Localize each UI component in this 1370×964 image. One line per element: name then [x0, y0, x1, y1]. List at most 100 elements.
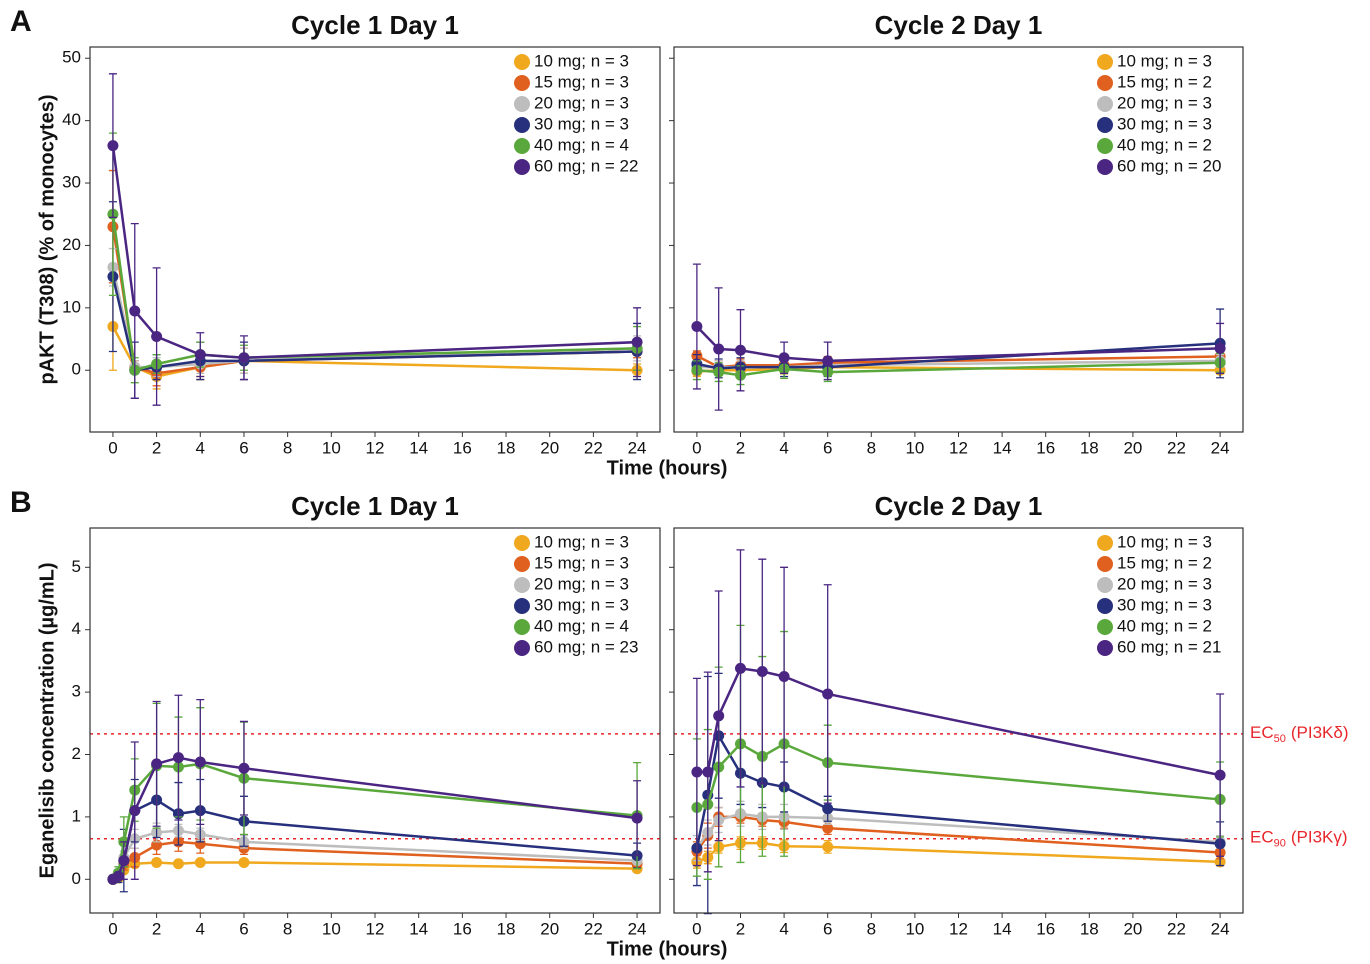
- data-point: [702, 766, 714, 778]
- x-tick-label: 24: [1211, 919, 1230, 938]
- x-tick-label: 8: [867, 438, 876, 457]
- legend-label: 15 mg; n = 2: [1117, 553, 1212, 572]
- data-point: [151, 758, 163, 770]
- data-point: [713, 343, 725, 355]
- legend-marker: [1097, 598, 1113, 614]
- legend-marker: [514, 96, 530, 112]
- data-point: [129, 805, 141, 817]
- legend-marker: [1097, 619, 1113, 635]
- legend-label: 20 mg; n = 3: [534, 93, 629, 112]
- x-tick-label: 4: [779, 438, 788, 457]
- legend-marker: [1097, 75, 1113, 91]
- legend-label: 40 mg; n = 4: [534, 135, 629, 154]
- series-line: [112, 861, 638, 881]
- legend-label: 15 mg; n = 2: [1117, 72, 1212, 91]
- legend-marker: [514, 117, 530, 133]
- plot-frame: [89, 46, 661, 433]
- x-tick-label: 16: [1036, 438, 1055, 457]
- y-tick-label: 10: [62, 297, 81, 316]
- legend-label: 30 mg; n = 3: [1117, 114, 1212, 133]
- legend-marker: [514, 535, 530, 551]
- data-point: [713, 710, 725, 722]
- legend-marker: [514, 159, 530, 175]
- x-tick-label: 20: [1123, 438, 1142, 457]
- data-point: [778, 352, 790, 364]
- x-axis-label: Time (hours): [607, 457, 728, 479]
- x-tick-label: 8: [867, 919, 876, 938]
- series-line: [696, 742, 1221, 809]
- data-point: [151, 331, 163, 343]
- x-axis-label: Time (hours): [607, 938, 728, 960]
- x-tick-label: 10: [322, 919, 341, 938]
- series-line: [696, 841, 1221, 864]
- legend-marker: [514, 75, 530, 91]
- legend-label: 30 mg; n = 3: [534, 114, 629, 133]
- y-tick-label: 0: [72, 360, 81, 379]
- x-tick-label: 10: [905, 919, 924, 938]
- legend-label: 10 mg; n = 3: [534, 532, 629, 551]
- legend-marker: [1097, 138, 1113, 154]
- series-line: [111, 145, 638, 359]
- x-tick-label: 20: [1123, 919, 1142, 938]
- legend-marker: [1097, 54, 1113, 70]
- legend-label: 30 mg; n = 3: [1117, 595, 1212, 614]
- data-point: [691, 321, 703, 333]
- x-tick-label: 18: [497, 919, 516, 938]
- data-point: [822, 355, 834, 367]
- y-tick-label: 3: [72, 682, 81, 701]
- x-tick-label: 24: [628, 919, 647, 938]
- x-tick-label: 24: [1211, 438, 1230, 457]
- legend-label: 60 mg; n = 20: [1117, 156, 1221, 175]
- legend-label: 60 mg; n = 22: [534, 156, 638, 175]
- x-tick-label: 12: [366, 919, 385, 938]
- data-point: [822, 803, 834, 815]
- legend-marker: [1097, 535, 1113, 551]
- legend-marker: [1097, 159, 1113, 175]
- data-point: [238, 856, 250, 868]
- x-tick-label: 0: [692, 919, 701, 938]
- x-tick-label: 20: [540, 438, 559, 457]
- series-line: [111, 214, 638, 372]
- y-tick-label: 4: [72, 619, 81, 638]
- data-point: [112, 870, 124, 882]
- legend-marker: [514, 54, 530, 70]
- series-line: [695, 812, 1221, 849]
- data-point: [734, 662, 746, 674]
- data-point: [107, 140, 119, 152]
- legend-label: 10 mg; n = 3: [534, 51, 629, 70]
- x-tick-label: 2: [152, 438, 161, 457]
- legend-marker: [1097, 96, 1113, 112]
- y-axis-label: Eganelisib concentration (µg/mL): [36, 563, 58, 879]
- legend-label: 10 mg; n = 3: [1117, 51, 1212, 70]
- panel-label: A: [10, 5, 32, 38]
- data-point: [778, 671, 790, 683]
- chart-title: Cycle 2 Day 1: [875, 491, 1043, 521]
- legend-label: 60 mg; n = 23: [534, 637, 638, 656]
- legend-marker: [1097, 577, 1113, 593]
- x-tick-label: 12: [949, 919, 968, 938]
- legend-marker: [514, 598, 530, 614]
- reference-label-suffix: (PI3Kδ): [1291, 723, 1349, 742]
- x-tick-label: 4: [196, 438, 205, 457]
- legend-label: 30 mg; n = 3: [534, 595, 629, 614]
- x-tick-label: 6: [239, 438, 248, 457]
- x-tick-label: 16: [1036, 919, 1055, 938]
- legend-label: 20 mg; n = 3: [1117, 93, 1212, 112]
- legend-marker: [514, 619, 530, 635]
- series-line: [696, 667, 1221, 777]
- legend-label: 10 mg; n = 3: [1117, 532, 1212, 551]
- series-line: [695, 325, 1221, 363]
- data-point: [822, 688, 834, 700]
- x-tick-label: 10: [322, 438, 341, 457]
- x-tick-label: 4: [196, 919, 205, 938]
- x-tick-label: 14: [993, 438, 1012, 457]
- x-tick-label: 6: [823, 438, 832, 457]
- data-point: [194, 349, 206, 361]
- legend-marker: [1097, 117, 1113, 133]
- x-tick-label: 14: [993, 919, 1012, 938]
- panel-label: B: [10, 486, 32, 519]
- plot-frame: [673, 46, 1244, 433]
- x-tick-label: 12: [366, 438, 385, 457]
- series-line: [695, 815, 1221, 854]
- x-tick-label: 2: [736, 438, 745, 457]
